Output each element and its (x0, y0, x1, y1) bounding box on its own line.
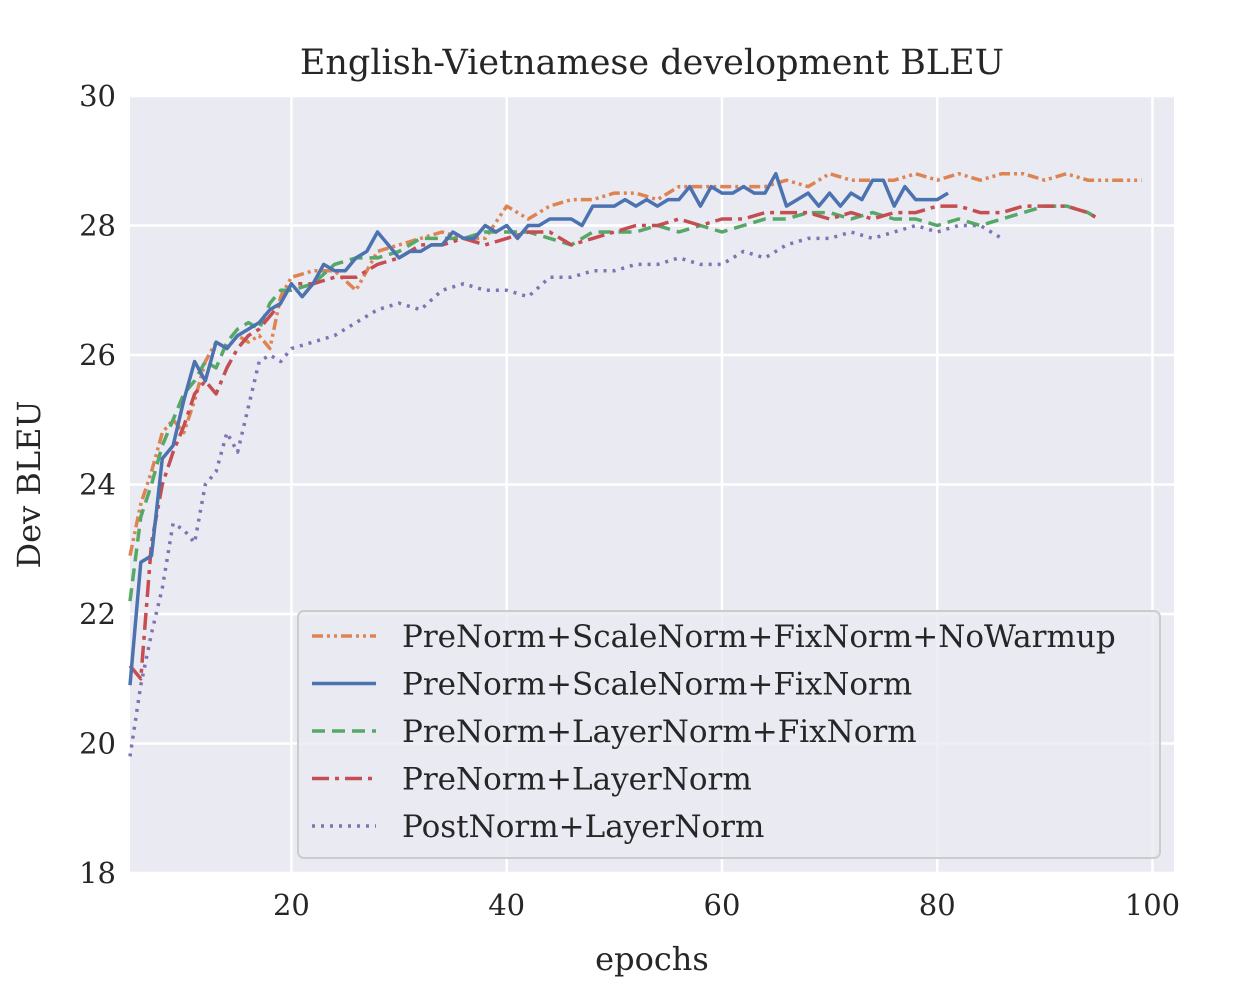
y-tick-label: 24 (79, 468, 116, 502)
legend-label: PreNorm+ScaleNorm+FixNorm (402, 667, 912, 703)
series-line (128, 171, 1142, 557)
y-tick-label: 28 (79, 209, 116, 243)
legend-box (297, 610, 1161, 859)
x-tick-label: 20 (273, 888, 310, 922)
legend: PreNorm+ScaleNorm+FixNorm+NoWarmup PreNor… (297, 610, 1161, 859)
y-tick-label: 26 (79, 338, 116, 372)
legend-label: PreNorm+LayerNorm (402, 762, 752, 798)
y-tick-label: 30 (79, 79, 116, 113)
x-axis-label: epochs (595, 940, 709, 978)
y-tick-label: 20 (79, 727, 116, 761)
series-line (128, 204, 1100, 681)
y-tick-label: 18 (79, 856, 116, 890)
y-tick-label: 22 (79, 597, 116, 631)
legend-label: PreNorm+ScaleNorm+FixNorm+NoWarmup (402, 619, 1116, 655)
x-tick-label: 40 (488, 888, 525, 922)
x-tick-label: 80 (919, 888, 956, 922)
y-axis-label: Dev BLEU (10, 401, 48, 569)
y-axis-ticks: 18 20 22 24 26 28 30 (79, 79, 116, 890)
legend-label: PreNorm+LayerNorm+FixNorm (402, 714, 917, 750)
series-line (128, 171, 949, 686)
chart-title: English-Vietnamese development BLEU (300, 43, 1004, 83)
series-layer (128, 171, 1142, 757)
legend-label: PostNorm+LayerNorm (402, 809, 764, 845)
x-tick-label: 60 (704, 888, 741, 922)
series-line (128, 223, 1003, 757)
x-axis-ticks: 20 40 60 80 100 (273, 888, 1180, 922)
x-tick-label: 100 (1125, 888, 1180, 922)
